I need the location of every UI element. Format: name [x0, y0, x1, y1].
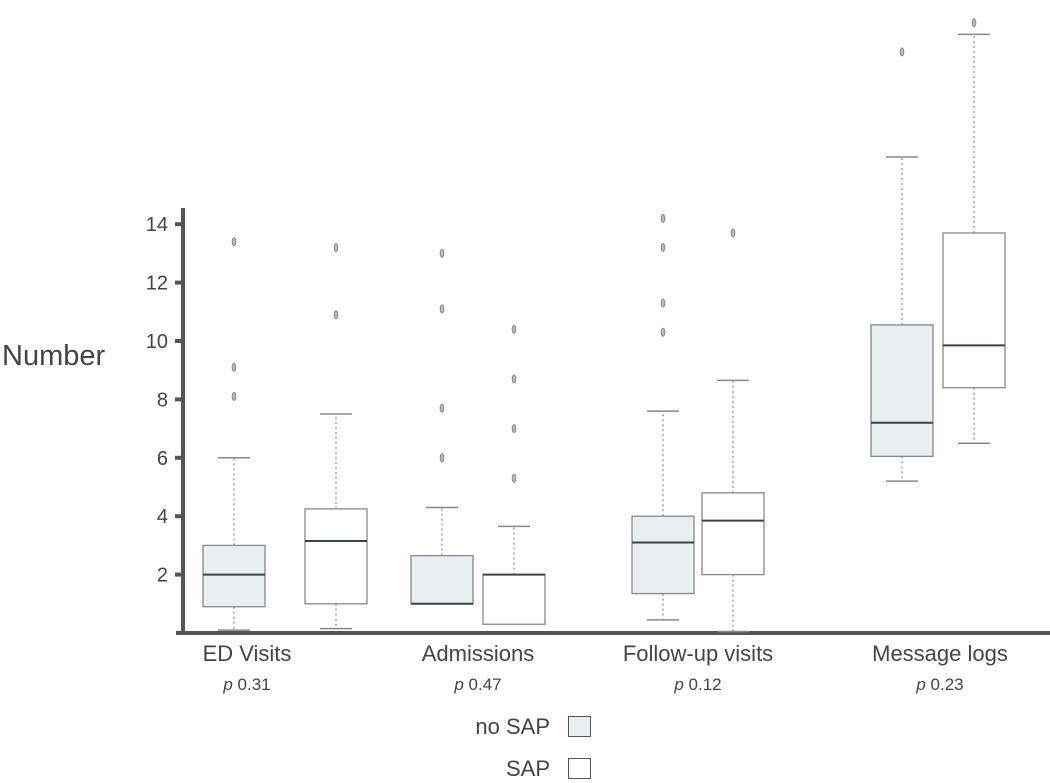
outlier-no-sap-1-0 — [439, 453, 445, 463]
p-value-admissions: p 0.47 — [454, 675, 502, 694]
outlier-no-sap-0-2 — [231, 237, 237, 247]
y-tick-label-2: 2 — [157, 565, 168, 587]
box-sap-3 — [942, 232, 1006, 389]
box-no-sap-2 — [631, 515, 695, 595]
legend-swatch-sap — [568, 758, 591, 779]
box-no-sap-1 — [410, 554, 474, 605]
outlier-no-sap-0-0 — [231, 391, 237, 401]
outlier-sap-1-3 — [511, 324, 517, 334]
outlier-no-sap-1-1 — [439, 403, 445, 413]
outlier-sap-2-0 — [730, 228, 736, 238]
outlier-no-sap-2-3 — [660, 213, 666, 223]
outlier-no-sap-2-1 — [660, 298, 666, 308]
y-tick-label-4: 4 — [157, 506, 168, 528]
category-label-message-logs: Message logs — [872, 641, 1008, 666]
category-label-admissions: Admissions — [421, 641, 535, 666]
box-no-sap-3 — [870, 324, 934, 457]
outlier-sap-0-0 — [333, 310, 339, 320]
p-value-message-logs: p 0.23 — [916, 675, 964, 694]
box-sap-0 — [304, 508, 368, 605]
outlier-no-sap-3-0 — [899, 47, 905, 57]
legend-label-no-sap: no SAP — [475, 714, 550, 739]
y-tick-label-8: 8 — [157, 389, 168, 411]
legend-swatch-no-sap — [568, 716, 591, 737]
category-label-follow-up-visits: Follow-up visits — [622, 641, 774, 666]
outlier-sap-1-2 — [511, 374, 517, 384]
box-sap-2 — [701, 492, 765, 576]
p-value-follow-up-visits: p 0.12 — [674, 675, 722, 694]
outlier-no-sap-2-2 — [660, 243, 666, 253]
outlier-no-sap-0-1 — [231, 362, 237, 372]
y-tick-label-10: 10 — [146, 331, 168, 353]
y-tick-label-14: 14 — [146, 214, 168, 236]
box-sap-1 — [482, 573, 546, 625]
outlier-sap-1-0 — [511, 473, 517, 483]
legend-label-sap: SAP — [505, 756, 550, 781]
y-tick-label-6: 6 — [157, 448, 168, 470]
outlier-sap-1-1 — [511, 424, 517, 434]
outlier-sap-3-0 — [971, 18, 977, 28]
outlier-sap-0-1 — [333, 243, 339, 253]
outlier-no-sap-1-3 — [439, 248, 445, 258]
box-no-sap-0 — [202, 544, 266, 608]
category-label-ed-visits: ED Visits — [202, 641, 292, 666]
outlier-no-sap-1-2 — [439, 304, 445, 314]
p-value-ed-visits: p 0.31 — [223, 675, 271, 694]
y-tick-label-12: 12 — [146, 273, 168, 295]
outlier-no-sap-2-0 — [660, 327, 666, 337]
y-axis-label: Number — [2, 340, 106, 372]
